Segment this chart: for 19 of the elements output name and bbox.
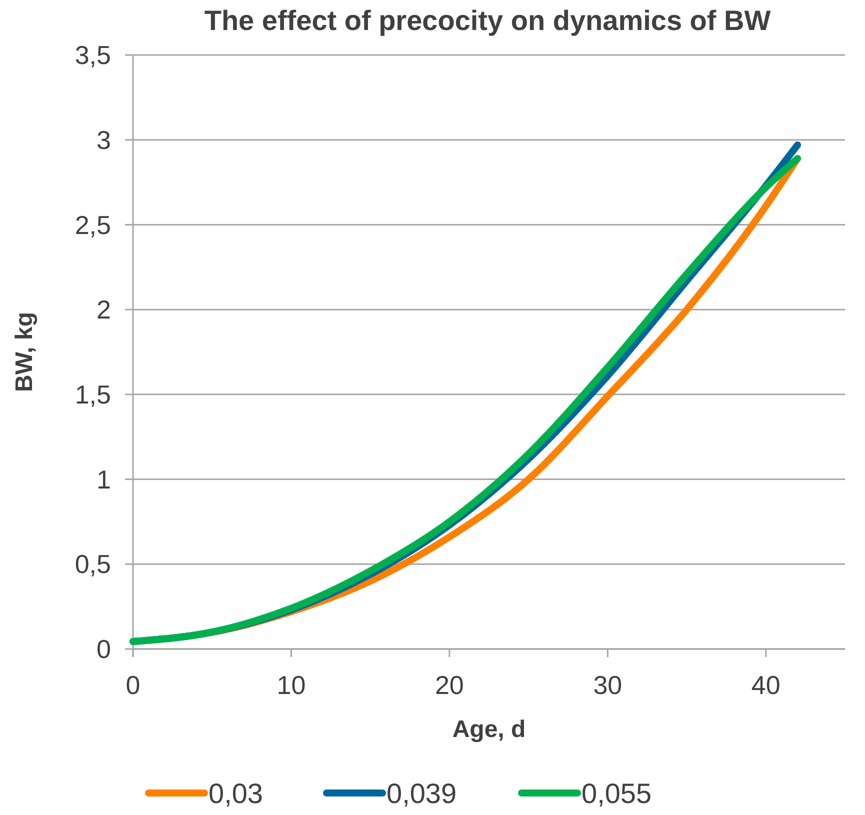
- x-tick-label: 10: [276, 670, 306, 700]
- y-axis-title: BW, kg: [11, 312, 38, 392]
- x-tick-label: 30: [593, 670, 622, 700]
- y-tick-label: 0,5: [74, 549, 111, 580]
- chart-title: The effect of precocity on dynamics of BW: [204, 5, 772, 36]
- x-axis-title: Age, d: [452, 716, 526, 743]
- y-tick-label: 0: [96, 634, 111, 664]
- legend-label: 0,039: [386, 778, 457, 809]
- y-tick-label: 3,5: [74, 40, 111, 70]
- y-tick-label: 2,5: [74, 210, 111, 240]
- y-tick-label: 3: [96, 124, 111, 155]
- y-tick-label: 1,5: [74, 380, 111, 410]
- x-tick-label: 20: [434, 670, 464, 700]
- x-tick-label: 0: [126, 670, 140, 700]
- y-tick-label: 2: [96, 294, 111, 325]
- legend-label: 0,03: [208, 778, 263, 809]
- legend-label: 0,055: [582, 778, 652, 809]
- y-tick-label: 1: [96, 464, 111, 494]
- x-tick-label: 40: [751, 670, 780, 700]
